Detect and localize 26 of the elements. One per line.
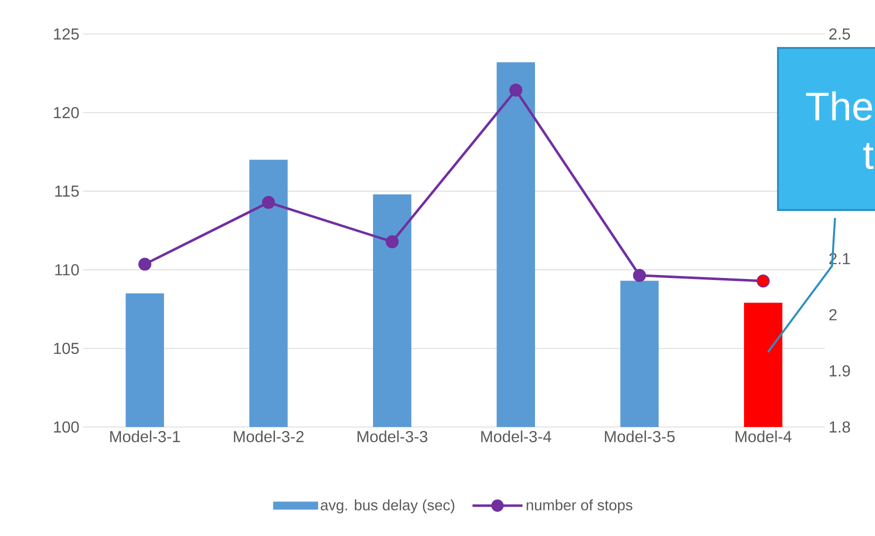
y-tick-label: 120 xyxy=(54,106,79,118)
point xyxy=(756,274,770,288)
y2-tick-label: 2.5 xyxy=(829,28,850,40)
x-tick-label: Model-4 xyxy=(736,430,792,442)
x-tick-label: Model-3-1 xyxy=(110,430,180,442)
y2-tick-label: 1.8 xyxy=(830,421,850,433)
legend-label: number of stops xyxy=(526,499,632,514)
legend-label: avg. bus delay (sec) xyxy=(320,499,454,514)
y-tick-label: 115 xyxy=(55,186,79,197)
text: t xyxy=(863,142,874,170)
point xyxy=(509,84,522,97)
x-tick-label: Model-3-5 xyxy=(604,430,675,442)
x-tick-label: Model-3-2 xyxy=(234,430,304,442)
y2-tick-label: 1.9 xyxy=(830,365,850,376)
y-tick-label: 100 xyxy=(54,421,79,433)
point xyxy=(262,196,276,209)
y-tick-label: 110 xyxy=(55,264,79,276)
annotation: The xyxy=(806,91,872,121)
y-tick-label: 105 xyxy=(54,342,79,354)
point xyxy=(633,268,646,282)
y2-tick-label: 2 xyxy=(829,309,837,320)
x-tick-label: Model-3-3 xyxy=(358,430,428,442)
y-tick-label: 125 xyxy=(54,28,79,40)
point xyxy=(138,258,152,271)
x-tick-label: Model-3-4 xyxy=(481,430,552,442)
point xyxy=(386,235,399,248)
